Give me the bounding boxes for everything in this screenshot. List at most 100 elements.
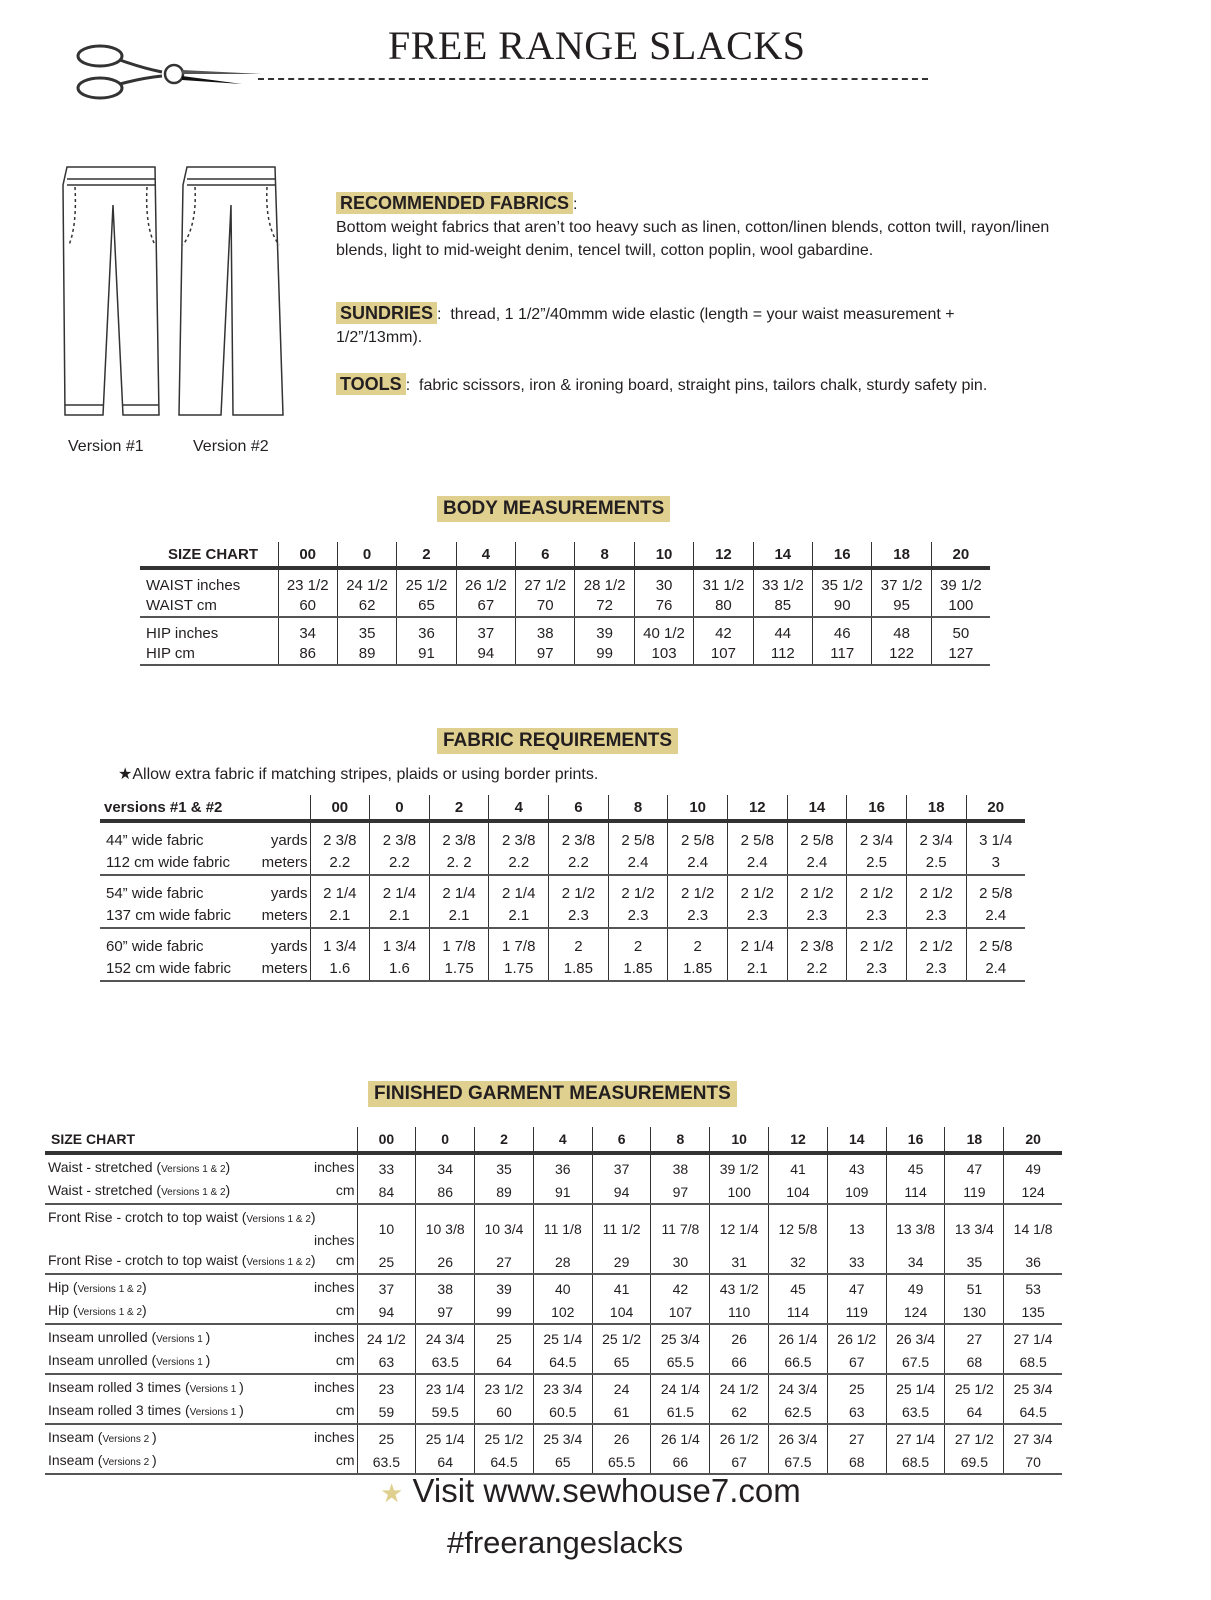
value-cell: 2.5 xyxy=(846,851,907,876)
value-cell: 37 xyxy=(591,1153,651,1180)
value-cell: 24 1/2 xyxy=(709,1374,769,1400)
table-row: Hip (Versions 1 & 2) cm 94 97 99 102 104 107 110… xyxy=(45,1300,1062,1325)
size-header: 4 xyxy=(455,542,516,570)
value-cell: 3 xyxy=(965,851,1025,876)
value-cell: 24 3/4 xyxy=(415,1324,475,1350)
row-label-text: Hip ( xyxy=(48,1302,78,1318)
row-label: HIP inches xyxy=(140,617,278,644)
sundries-text: thread, 1 1/2”/40mmm wide elastic (lengt… xyxy=(336,306,955,346)
value-cell: 2 xyxy=(607,928,668,957)
value-cell: 25 3/4 xyxy=(650,1324,710,1350)
row-label-text: Inseam unrolled ( xyxy=(48,1352,157,1368)
row-label-text: Inseam ( xyxy=(48,1429,103,1445)
value-cell: 27 1/2 xyxy=(515,568,575,596)
sundries: SUNDRIES: thread, 1 1/2”/40mmm wide elas… xyxy=(336,302,955,346)
value-cell: 25 3/4 xyxy=(1003,1374,1062,1400)
value-cell: 40 xyxy=(532,1274,593,1300)
row-label: Waist - stretched (Versions 1 & 2) cm xyxy=(45,1180,357,1205)
value-cell: 99 xyxy=(574,644,635,666)
table-row: Inseam rolled 3 times (Versions 1 ) cm 59 5… xyxy=(45,1400,1062,1425)
value-cell: 67.5 xyxy=(885,1350,945,1375)
value-cell: 63.5 xyxy=(356,1450,416,1475)
value-cell: 2 5/8 xyxy=(607,821,668,851)
value-cell: 64.5 xyxy=(1003,1400,1062,1425)
size-header: 0 xyxy=(369,795,430,823)
value-cell: 61.5 xyxy=(650,1400,710,1425)
value-cell: 122 xyxy=(871,644,932,666)
value-cell: 114 xyxy=(768,1300,828,1325)
value-cell: 13 3/4 xyxy=(944,1204,1004,1250)
value-cell: 60 xyxy=(277,596,338,618)
row-label: 112 cm wide fabric meters xyxy=(100,851,310,876)
value-cell: 26 1/4 xyxy=(650,1424,710,1450)
value-cell: 51 xyxy=(944,1274,1004,1300)
size-header: 8 xyxy=(574,542,635,570)
row-unit: cm xyxy=(335,1452,355,1468)
value-cell: 31 xyxy=(709,1250,769,1275)
value-cell: 72 xyxy=(574,596,635,618)
value-cell: 2 3/8 xyxy=(428,821,489,851)
value-cell: 39 xyxy=(574,617,635,644)
value-cell: 127 xyxy=(930,644,990,666)
value-cell: 2 1/4 xyxy=(726,928,788,957)
fabric-note: ★Allow extra fabric if matching stripes,… xyxy=(118,764,598,784)
value-cell: 89 xyxy=(474,1180,534,1205)
row-label-text: WAIST cm xyxy=(146,597,217,614)
row-label: Front Rise - crotch to top waist (Versio… xyxy=(45,1250,357,1275)
row-note: Versions 1 xyxy=(189,1384,240,1395)
value-cell: 2 3/8 xyxy=(369,821,430,851)
value-cell: 26 1/4 xyxy=(768,1324,828,1350)
value-cell: 25 1/2 xyxy=(944,1374,1004,1400)
value-cell: 25 xyxy=(356,1424,416,1450)
value-cell: 94 xyxy=(591,1180,651,1205)
value-cell: 84 xyxy=(356,1180,416,1205)
value-cell: 26 xyxy=(415,1250,475,1275)
corner-label: SIZE CHART xyxy=(45,1127,357,1155)
size-header: 2 xyxy=(474,1127,534,1155)
value-cell: 69.5 xyxy=(944,1450,1004,1475)
table-row: Inseam (Versions 2 ) cm 63.5 64 64.5 65 65.5 66… xyxy=(45,1450,1062,1475)
row-note: Versions 1 xyxy=(156,1357,206,1368)
size-header: 12 xyxy=(768,1127,828,1155)
corner-label: SIZE CHART xyxy=(140,542,278,570)
value-cell: 65.5 xyxy=(650,1350,710,1375)
value-cell: 2.2 xyxy=(786,957,847,982)
value-cell: 61 xyxy=(591,1400,651,1425)
value-cell: 37 xyxy=(356,1274,416,1300)
website-link[interactable]: Visit www.sewhouse7.com xyxy=(412,1472,801,1509)
value-cell: 107 xyxy=(693,644,754,666)
size-header: 14 xyxy=(786,795,847,823)
size-header: 12 xyxy=(693,542,754,570)
value-cell: 2 5/8 xyxy=(965,875,1025,904)
value-cell: 67 xyxy=(826,1350,887,1375)
value-cell: 2 1/2 xyxy=(846,875,907,904)
row-label-text: 54” wide fabric xyxy=(106,885,204,902)
value-cell: 2.3 xyxy=(905,957,967,982)
row-label-text: Waist - stretched ( xyxy=(48,1159,162,1175)
row-note: Versions 1 xyxy=(156,1334,206,1345)
value-cell: 90 xyxy=(812,596,872,618)
tools: TOOLS: fabric scissors, iron & ironing b… xyxy=(336,373,1056,397)
value-cell: 3 1/4 xyxy=(965,821,1025,851)
value-cell: 36 xyxy=(532,1153,593,1180)
row-unit: inches xyxy=(314,1429,355,1445)
value-cell: 26 3/4 xyxy=(768,1424,828,1450)
dashed-divider xyxy=(258,78,928,80)
row-label: 44” wide fabric yards xyxy=(100,821,310,851)
row-label-text: Inseam unrolled ( xyxy=(48,1329,157,1345)
value-cell: 12 5/8 xyxy=(768,1204,828,1250)
row-label: Inseam unrolled (Versions 1 ) inches xyxy=(45,1324,357,1350)
value-cell: 124 xyxy=(1003,1180,1062,1205)
row-label-text: Hip ( xyxy=(48,1279,78,1295)
value-cell: 27 1/4 xyxy=(885,1424,945,1450)
row-label: Front Rise - crotch to top waist (Versio… xyxy=(45,1204,357,1250)
value-cell: 46 xyxy=(812,617,872,644)
row-label: Inseam rolled 3 times (Versions 1 ) cm xyxy=(45,1400,357,1425)
value-cell: 37 xyxy=(455,617,516,644)
finished-measurements-heading: FINISHED GARMENT MEASUREMENTS xyxy=(368,1081,737,1107)
value-cell: 25 1/4 xyxy=(532,1324,593,1350)
value-cell: 11 1/2 xyxy=(591,1204,651,1250)
value-cell: 25 1/4 xyxy=(885,1374,945,1400)
value-cell: 135 xyxy=(1003,1300,1062,1325)
version-2-label: Version #2 xyxy=(193,438,269,455)
